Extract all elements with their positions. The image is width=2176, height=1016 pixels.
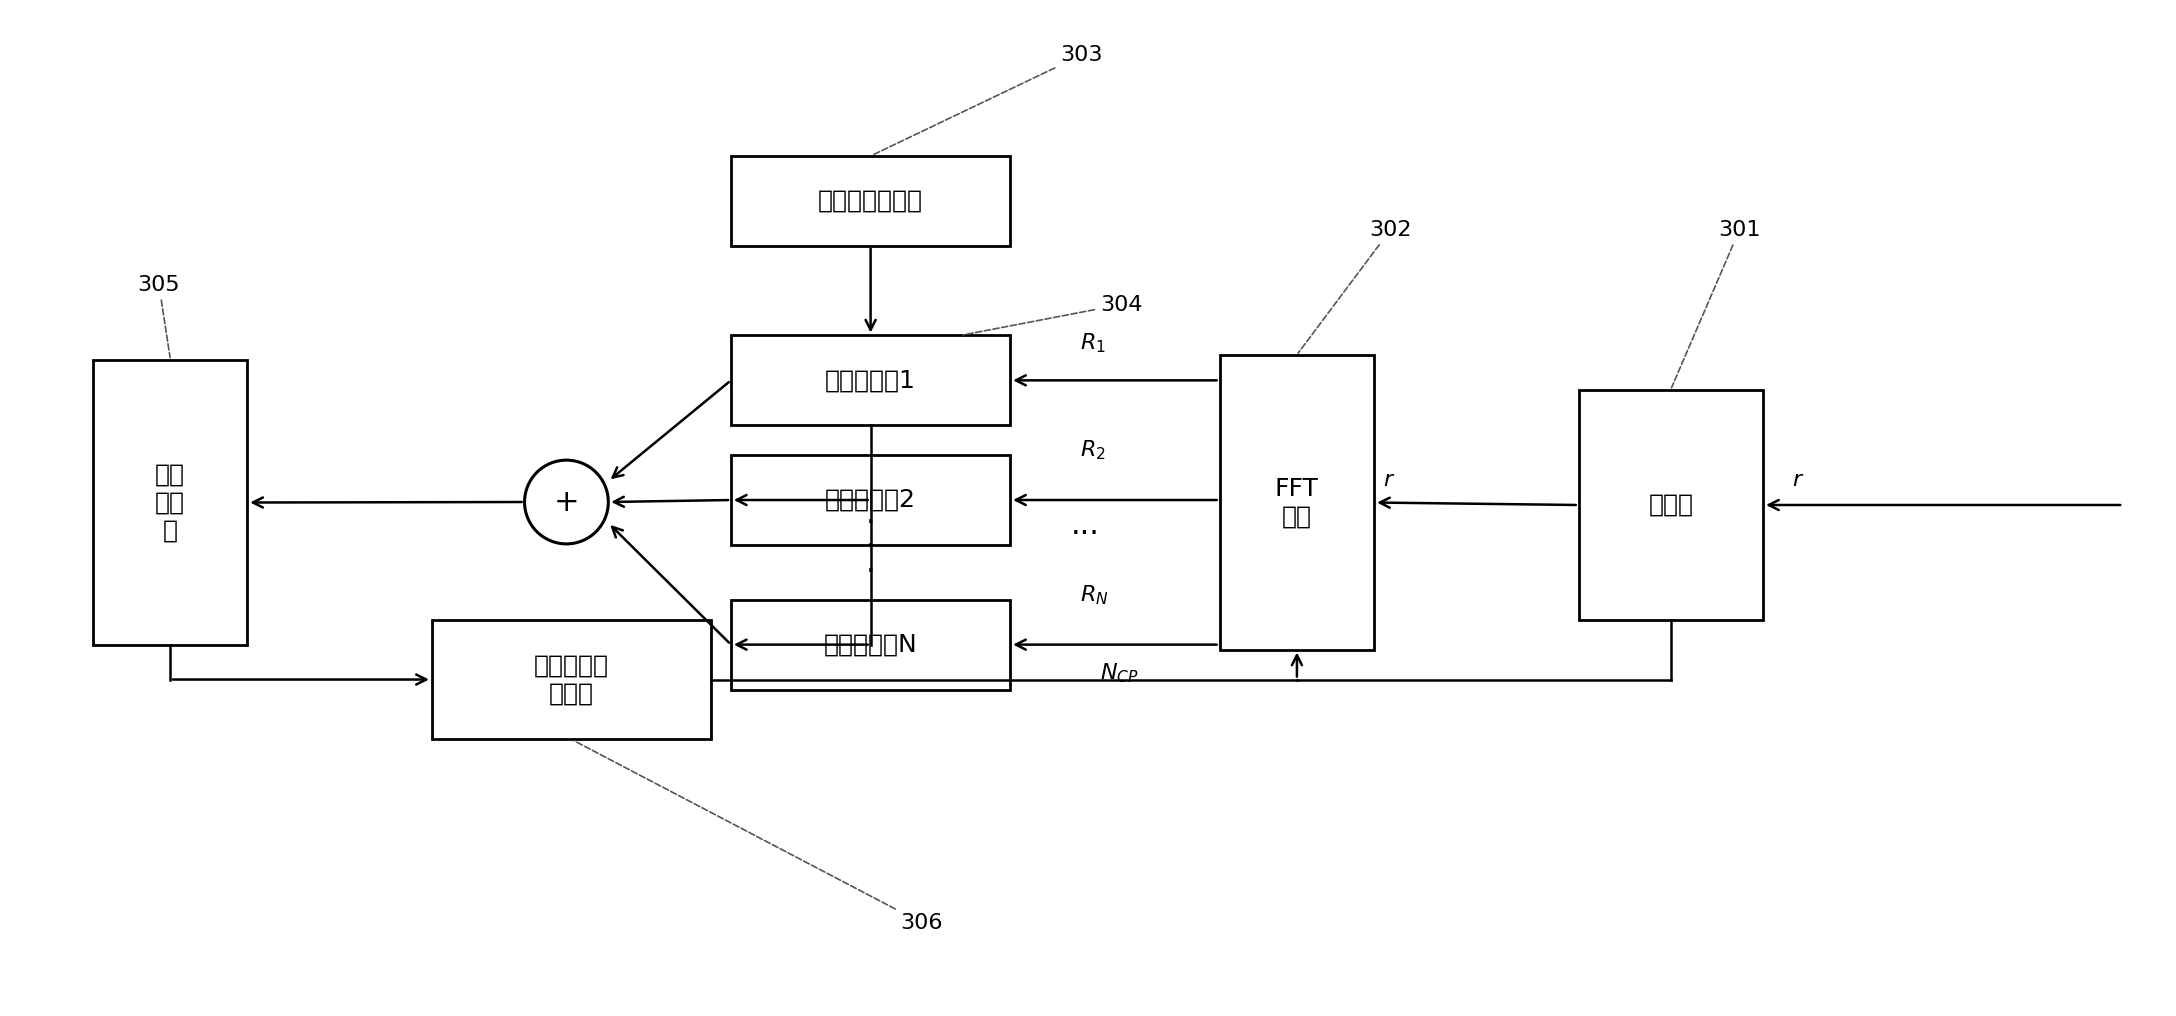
Text: 306: 306 <box>574 741 942 933</box>
Text: 峰值
判断
器: 峰值 判断 器 <box>154 462 185 543</box>
Text: FFT
模块: FFT 模块 <box>1275 477 1319 528</box>
Text: +: + <box>553 488 579 516</box>
Text: 存储器: 存储器 <box>1649 493 1693 517</box>
Bar <box>731 599 1010 690</box>
Text: ···: ··· <box>1071 520 1099 550</box>
Text: $r$: $r$ <box>1791 470 1804 490</box>
Text: 相关运算器2: 相关运算器2 <box>825 488 916 512</box>
Bar <box>431 620 712 740</box>
Bar <box>1578 390 1763 620</box>
Text: $R_2$: $R_2$ <box>1079 439 1105 462</box>
Text: 305: 305 <box>137 274 181 358</box>
Text: $N_{CP}$: $N_{CP}$ <box>1099 661 1138 685</box>
Text: $R_1$: $R_1$ <box>1079 332 1105 356</box>
Bar <box>731 455 1010 545</box>
Text: 304: 304 <box>964 295 1142 335</box>
Bar <box>731 156 1010 246</box>
Text: ·
·
·: · · · <box>866 509 875 587</box>
Bar <box>731 335 1010 426</box>
Text: 相关运算器N: 相关运算器N <box>825 633 918 656</box>
Text: 301: 301 <box>1671 219 1760 388</box>
Text: 302: 302 <box>1299 219 1412 354</box>
Text: 本地信号产生器: 本地信号产生器 <box>818 189 923 212</box>
Bar <box>1219 356 1375 649</box>
Text: $r$: $r$ <box>1384 470 1395 490</box>
Bar <box>94 361 248 644</box>
Text: $R_N$: $R_N$ <box>1079 583 1108 607</box>
Text: 303: 303 <box>873 46 1103 154</box>
Text: 相关运算器1: 相关运算器1 <box>825 369 916 392</box>
Text: 滑动相关窗
调整器: 滑动相关窗 调整器 <box>533 653 609 705</box>
